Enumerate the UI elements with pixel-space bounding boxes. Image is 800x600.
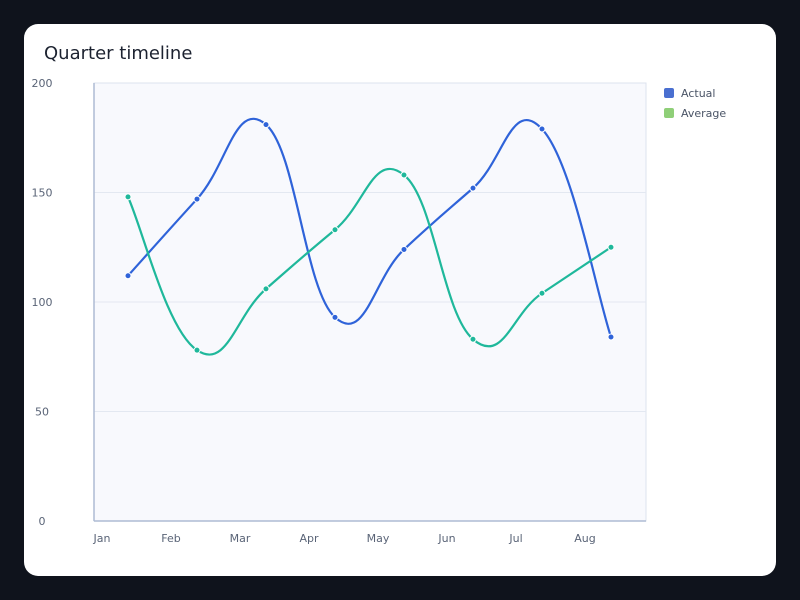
x-tick-label: Mar [230, 532, 251, 545]
data-point [400, 171, 408, 179]
data-point [124, 193, 132, 201]
legend: Actual Average [664, 83, 726, 123]
x-tick-label: May [367, 532, 390, 545]
y-tick-label: 50 [35, 406, 49, 419]
data-point [607, 243, 615, 251]
legend-label: Actual [681, 86, 716, 100]
data-point [469, 335, 477, 343]
data-point [193, 346, 201, 354]
x-tick-label: Jun [437, 532, 455, 545]
x-tick-label: Feb [161, 532, 180, 545]
data-point [262, 121, 270, 129]
legend-item: Average [664, 103, 726, 123]
data-point [469, 184, 477, 192]
y-tick-label: 150 [32, 187, 53, 200]
x-tick-labels: Jan Feb Mar Apr May Jun Jul Aug [93, 532, 596, 545]
data-point [400, 245, 408, 253]
data-point [124, 272, 132, 280]
x-tick-label: Apr [299, 532, 319, 545]
line-chart: 0 50 100 150 200 Jan Feb Mar Apr May Jun Jul Aug [32, 77, 647, 545]
data-point [262, 285, 270, 293]
x-tick-label: Aug [574, 532, 595, 545]
data-point [538, 125, 546, 133]
legend-label: Average [681, 106, 727, 120]
legend-swatch [664, 108, 674, 118]
data-point [538, 289, 546, 297]
y-tick-labels: 0 50 100 150 200 [32, 77, 53, 528]
legend-item: Actual [664, 83, 726, 103]
y-tick-label: 100 [32, 296, 53, 309]
x-tick-label: Jul [508, 532, 522, 545]
data-point [607, 333, 615, 341]
y-tick-label: 0 [39, 515, 46, 528]
legend-swatch [664, 88, 674, 98]
data-point [331, 226, 339, 234]
data-point [331, 313, 339, 321]
chart-title: Quarter timeline [44, 43, 193, 64]
data-point [193, 195, 201, 203]
x-tick-label: Jan [93, 532, 111, 545]
series-group [124, 117, 615, 356]
chart-card: Quarter timeline 0 50 100 150 200 Jan Feb Mar A… [24, 24, 776, 576]
y-tick-label: 200 [32, 77, 53, 90]
